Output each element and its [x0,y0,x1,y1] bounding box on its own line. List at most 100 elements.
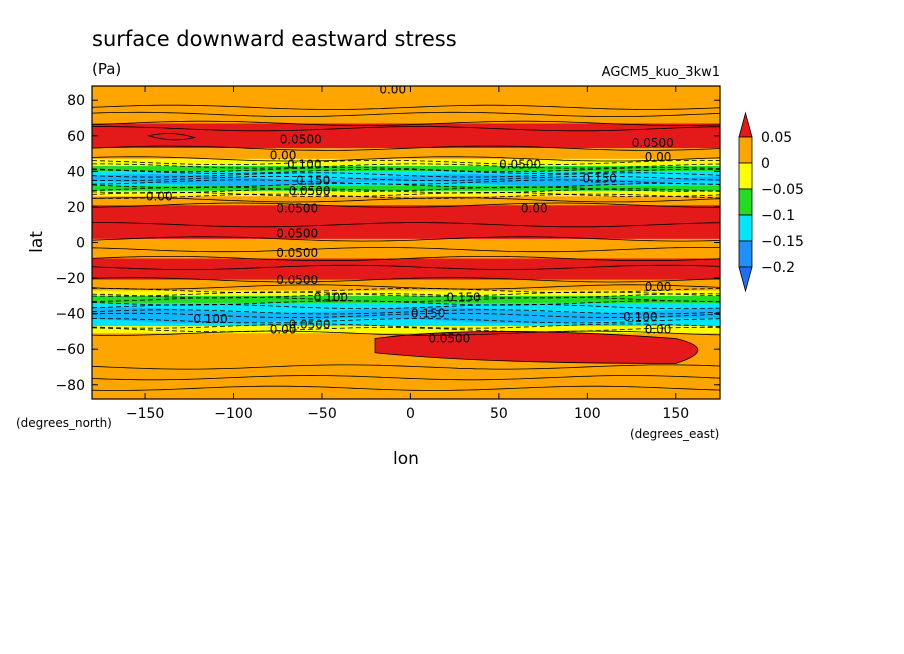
contour-blobs [92,133,720,364]
y-axis: 80 60 40 20 0 −20 −40 −60 −80 [55,93,720,394]
contour-line [92,277,720,283]
contour-label: 0.100 [193,312,227,326]
contour-line [92,104,720,110]
colorbar-bottom-arrow [738,266,753,293]
contour-line [92,188,720,194]
band-13 [92,290,720,296]
contour-line [92,330,720,336]
contour-label: 0.00 [521,202,548,216]
contour-lines [92,104,720,391]
contour-line [92,318,720,324]
contour-line [92,375,720,381]
contour-line [92,183,720,189]
contour-label: 0.00 [270,148,297,162]
band-8 [92,196,720,206]
contour-line [92,323,720,329]
x-tick-label: −50 [307,406,337,422]
contour-line [92,385,720,391]
band-3 [92,158,720,167]
contour-line [92,236,720,242]
contour-label: 0.150 [296,173,330,187]
contour-label: 0.100 [314,291,348,305]
x-units-label: (degrees_east) [630,427,719,441]
contour-label: 0.0500 [280,132,322,146]
contour-line [92,120,720,126]
contour-label: 0.00 [270,323,297,337]
y-tick-label: −20 [55,271,85,287]
contour-line [92,202,720,208]
band-9 [92,205,720,239]
contour-line [92,175,720,181]
x-axis: −150 −100 −50 0 50 100 150 [126,86,689,422]
colorbar-label: −0.2 [761,260,795,276]
colorbar-top-arrow [738,111,753,138]
colorbar-label: 0.05 [761,130,792,146]
contour-line [92,126,720,132]
colorbar-segment [738,162,753,190]
contour-label: 0.150 [583,171,617,185]
contour-label: 0.100 [623,310,657,324]
contour-label: 0.0500 [276,202,318,216]
chart-title: surface downward eastward stress [92,27,457,51]
contour-line [92,364,720,370]
band-7 [92,190,720,197]
band-1 [92,123,720,149]
contour-label: 0.150 [446,291,480,305]
contour-label: 0.0500 [632,136,674,150]
contour-line [92,193,720,199]
contour-line [92,288,720,294]
contour-line [92,168,720,174]
y-tick-label: 0 [76,236,85,252]
contour-line [92,293,720,299]
contour-label: 0.0500 [276,246,318,260]
contour-line [92,222,720,228]
band-14 [92,295,720,303]
x-tick-label: 150 [662,406,689,422]
contour-line [92,179,720,185]
color-bands [92,86,720,399]
y-tick-label: 20 [67,200,85,216]
y-tick-label: −40 [55,307,85,323]
chart-units: (Pa) [92,60,121,78]
colorbar-segment [738,188,753,216]
colorbar: 0.05 0 −0.05 −0.1 −0.15 −0.2 [738,111,804,293]
band-2 [92,148,720,159]
model-label: AGCM5_kuo_3kw1 [602,65,720,80]
band-0 [92,86,720,124]
x-tick-label: −150 [126,406,164,422]
y-tick-label: −60 [55,342,85,358]
colorbar-segment [738,214,753,242]
band-12 [92,279,720,291]
contour-line [92,300,720,306]
colorbar-label: −0.05 [761,182,804,198]
band-6 [92,185,720,191]
contour-line [92,186,720,192]
contour-label: 0.0500 [289,317,331,331]
contour-label: 0.100 [287,157,321,171]
contour-line [92,197,720,203]
x-axis-label: lon [393,449,419,469]
contour-label: 0.0500 [428,332,470,346]
contour-label: 0.0500 [276,227,318,241]
contour-line [92,312,720,318]
y-tick-label: 80 [67,93,85,109]
x-tick-label: 100 [574,406,601,422]
x-tick-label: 0 [406,406,415,422]
x-tick-label: 50 [490,406,508,422]
colorbar-segment [738,240,753,268]
contour-line [92,172,720,178]
contour-line [92,111,720,117]
contour-line [92,264,720,270]
contour-label: 0.00 [645,150,672,164]
y-tick-label: 40 [67,164,85,180]
contour-line [92,309,720,315]
blob-sh-jet [374,331,699,364]
blob-sh-core [92,307,720,324]
contour-label: 0.0500 [276,273,318,287]
contour-label: 0.00 [645,280,672,294]
colorbar-label: 0 [761,156,770,172]
contour-line [92,255,720,261]
contour-line [92,247,720,253]
